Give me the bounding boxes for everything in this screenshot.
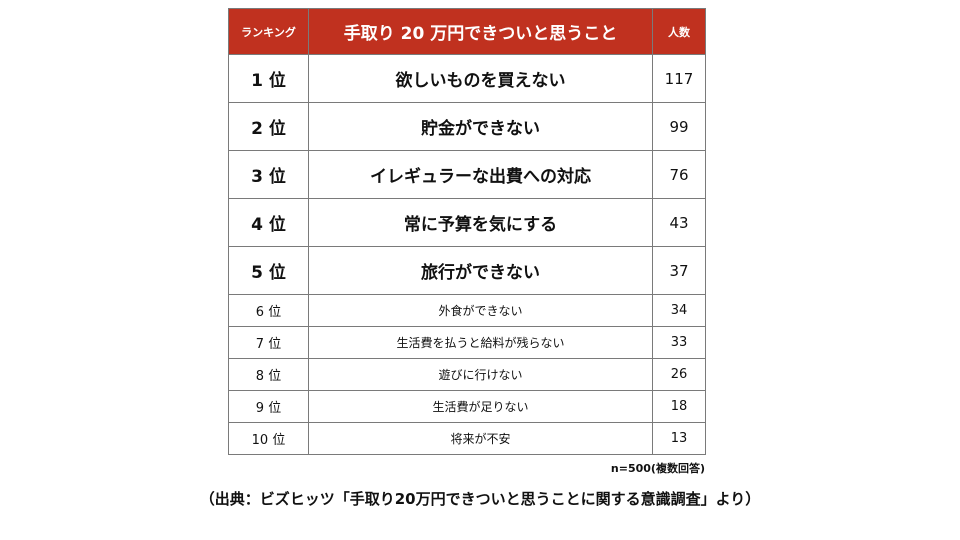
- item-cell: 常に予算を気にする: [308, 198, 653, 247]
- table-row: 8 位 遊びに行けない 26: [228, 358, 706, 391]
- item-cell: 生活費が足りない: [308, 390, 653, 423]
- sample-size-note: n=500(複数回答): [610, 462, 705, 475]
- header-item: 手取り 20 万円できついと思うこと: [308, 8, 653, 55]
- count-cell: 33: [652, 326, 706, 359]
- header-count: 人数: [652, 8, 706, 55]
- rank-cell: 8 位: [228, 358, 309, 391]
- count-cell: 43: [652, 198, 706, 247]
- item-cell: 欲しいものを買えない: [308, 54, 653, 103]
- item-cell: 遊びに行けない: [308, 358, 653, 391]
- count-cell: 13: [652, 422, 706, 455]
- count-cell: 117: [652, 54, 706, 103]
- item-cell: イレギュラーな出費への対応: [308, 150, 653, 199]
- rank-cell: 10 位: [228, 422, 309, 455]
- header-rank: ランキング: [228, 8, 309, 55]
- item-cell: 生活費を払うと給料が残らない: [308, 326, 653, 359]
- item-cell: 貯金ができない: [308, 102, 653, 151]
- table-row: 10 位 将来が不安 13: [228, 422, 706, 455]
- item-cell: 旅行ができない: [308, 246, 653, 295]
- rank-cell: 7 位: [228, 326, 309, 359]
- rank-cell: 6 位: [228, 294, 309, 327]
- rank-cell: 4 位: [228, 198, 309, 247]
- ranking-table: ランキング 手取り 20 万円できついと思うこと 人数 1 位 欲しいものを買え…: [228, 8, 706, 455]
- rank-cell: 9 位: [228, 390, 309, 423]
- count-cell: 26: [652, 358, 706, 391]
- rank-cell: 2 位: [228, 102, 309, 151]
- table-row: 5 位 旅行ができない 37: [228, 246, 706, 295]
- rank-cell: 3 位: [228, 150, 309, 199]
- rank-cell: 5 位: [228, 246, 309, 295]
- table-header-row: ランキング 手取り 20 万円できついと思うこと 人数: [228, 8, 706, 55]
- count-cell: 76: [652, 150, 706, 199]
- item-cell: 将来が不安: [308, 422, 653, 455]
- table-row: 4 位 常に予算を気にする 43: [228, 198, 706, 247]
- count-cell: 99: [652, 102, 706, 151]
- table-row: 7 位 生活費を払うと給料が残らない 33: [228, 326, 706, 359]
- count-cell: 18: [652, 390, 706, 423]
- table-row: 1 位 欲しいものを買えない 117: [228, 54, 706, 103]
- item-cell: 外食ができない: [308, 294, 653, 327]
- source-caption: （出典：ビズヒッツ「手取り20万円できついと思うことに関する意識調査」より）: [199, 490, 761, 508]
- table-row: 2 位 貯金ができない 99: [228, 102, 706, 151]
- table-row: 9 位 生活費が足りない 18: [228, 390, 706, 423]
- rank-cell: 1 位: [228, 54, 309, 103]
- table-row: 3 位 イレギュラーな出費への対応 76: [228, 150, 706, 199]
- table-row: 6 位 外食ができない 34: [228, 294, 706, 327]
- count-cell: 37: [652, 246, 706, 295]
- count-cell: 34: [652, 294, 706, 327]
